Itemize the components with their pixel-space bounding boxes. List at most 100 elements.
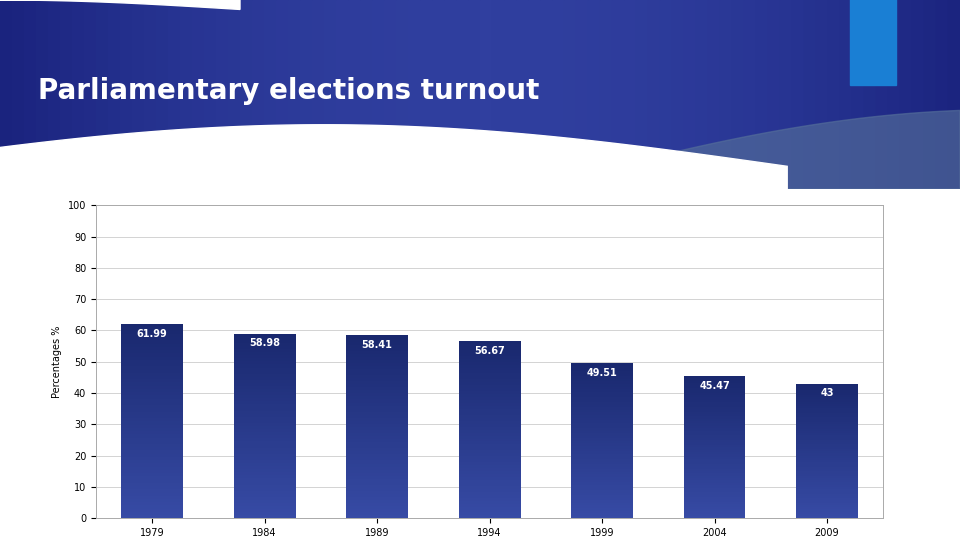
Bar: [234, 343, 296, 346]
Bar: [347, 463, 408, 467]
Bar: [121, 457, 183, 460]
Bar: [571, 508, 633, 511]
Bar: [234, 469, 296, 472]
Bar: [684, 409, 745, 411]
Bar: [571, 516, 633, 518]
Bar: [796, 437, 858, 440]
Bar: [347, 445, 408, 448]
Bar: [948, 0, 960, 189]
Bar: [796, 449, 858, 451]
Bar: [121, 411, 183, 415]
Bar: [796, 514, 858, 516]
Bar: [459, 465, 520, 468]
Bar: [121, 450, 183, 454]
Bar: [347, 515, 408, 518]
Bar: [720, 0, 732, 189]
Bar: [459, 468, 520, 471]
Bar: [459, 486, 520, 489]
Bar: [796, 406, 858, 408]
Bar: [571, 467, 633, 469]
Bar: [234, 441, 296, 444]
Bar: [121, 473, 183, 476]
Bar: [121, 337, 183, 340]
Bar: [571, 410, 633, 413]
Bar: [459, 504, 520, 507]
Bar: [684, 423, 745, 426]
Bar: [684, 516, 745, 518]
Bar: [347, 350, 408, 354]
Bar: [684, 469, 745, 471]
Text: 45.47: 45.47: [699, 381, 730, 390]
Bar: [121, 483, 183, 486]
Bar: [571, 446, 633, 449]
Bar: [234, 460, 296, 463]
Bar: [459, 415, 520, 418]
Bar: [796, 485, 858, 487]
Bar: [684, 504, 745, 507]
Bar: [347, 402, 408, 406]
Bar: [571, 417, 633, 420]
Bar: [459, 347, 520, 350]
Bar: [459, 350, 520, 353]
Bar: [796, 408, 858, 410]
Bar: [571, 451, 633, 454]
Bar: [744, 0, 756, 189]
Bar: [234, 472, 296, 475]
Bar: [796, 509, 858, 512]
Bar: [121, 486, 183, 489]
Bar: [234, 355, 296, 359]
Bar: [121, 405, 183, 408]
Bar: [571, 472, 633, 475]
Bar: [60, 0, 72, 189]
Bar: [234, 497, 296, 500]
Bar: [459, 385, 520, 388]
Bar: [459, 412, 520, 415]
Bar: [121, 480, 183, 483]
Bar: [660, 0, 672, 189]
Bar: [684, 459, 745, 462]
Bar: [234, 488, 296, 491]
Bar: [684, 404, 745, 407]
Bar: [347, 512, 408, 515]
Bar: [684, 383, 745, 386]
Bar: [347, 479, 408, 482]
Bar: [234, 435, 296, 438]
Bar: [234, 478, 296, 482]
Bar: [571, 500, 633, 503]
Bar: [796, 410, 858, 413]
Bar: [708, 0, 720, 189]
Bar: [347, 451, 408, 454]
Bar: [936, 0, 948, 189]
Bar: [459, 450, 520, 453]
Bar: [571, 363, 633, 366]
Bar: [347, 384, 408, 387]
Bar: [121, 386, 183, 389]
Bar: [234, 429, 296, 432]
Bar: [234, 506, 296, 509]
Bar: [347, 366, 408, 369]
Bar: [347, 467, 408, 470]
Bar: [234, 346, 296, 349]
Bar: [459, 427, 520, 430]
Bar: [571, 426, 633, 428]
Bar: [684, 395, 745, 397]
Bar: [121, 324, 183, 327]
Bar: [234, 401, 296, 404]
Bar: [121, 334, 183, 337]
Bar: [459, 406, 520, 409]
Bar: [796, 482, 858, 485]
Bar: [796, 507, 858, 509]
Bar: [684, 483, 745, 485]
Bar: [121, 360, 183, 363]
Bar: [571, 381, 633, 384]
Bar: [571, 368, 633, 371]
Bar: [684, 388, 745, 390]
Bar: [234, 395, 296, 399]
Bar: [571, 389, 633, 392]
Bar: [121, 340, 183, 343]
Bar: [684, 435, 745, 438]
Bar: [636, 0, 648, 189]
Bar: [234, 334, 296, 337]
Bar: [121, 356, 183, 360]
Bar: [347, 470, 408, 472]
